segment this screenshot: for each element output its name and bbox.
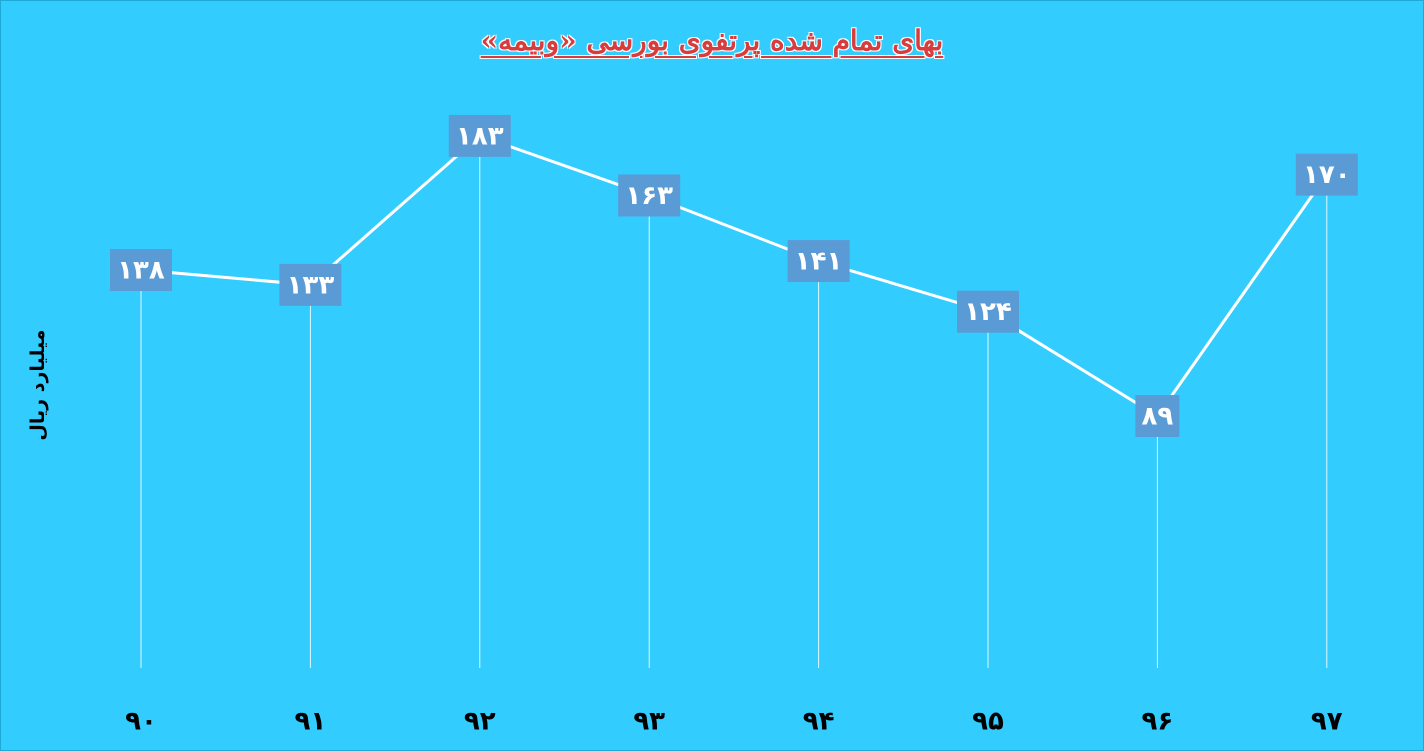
x-tick-label: ۹۰ [125, 707, 157, 737]
data-label-box [1135, 395, 1180, 438]
data-label: ۱۸۳ [448, 114, 511, 157]
x-tick-label: ۹۲ [464, 707, 496, 737]
data-label-text: ۸۹ [1142, 402, 1174, 432]
data-label-text: ۱۳۳ [287, 270, 335, 300]
data-label-box [279, 263, 342, 306]
series-line [140, 134, 1329, 419]
data-label-box [618, 174, 681, 217]
data-label-box [110, 249, 172, 291]
data-label-text: ۱۴۱ [795, 247, 843, 277]
data-label: ۱۷۰ [1295, 153, 1358, 196]
data-label: ۸۹ [1135, 395, 1180, 438]
data-label: ۱۴۱ [787, 240, 850, 283]
chart-title: بهای تمام شده پرتفوی بورسی «وبیمه» [480, 24, 944, 57]
x-tick-label: ۹۴ [803, 707, 835, 737]
data-label-box [1295, 153, 1358, 196]
data-label-text: ۱۲۴ [964, 297, 1012, 327]
data-label: ۱۳۸ [110, 249, 172, 291]
x-tick-label: ۹۷ [1311, 707, 1343, 737]
x-tick-label: ۹۶ [1142, 707, 1174, 737]
data-label-text: ۱۸۳ [456, 121, 504, 151]
drop-lines [140, 135, 1328, 668]
data-label-box [448, 114, 511, 157]
data-labels: ۱۳۸ ۱۳۳ ۱۸۳ ۱۶۳ ۱۴۱ ۱۲۴ ۸۹ ۱۷۰ [110, 114, 1358, 438]
data-label-box [957, 290, 1019, 333]
data-label-text: ۱۶۳ [625, 181, 673, 211]
x-tick-label: ۹۱ [295, 707, 327, 737]
x-tick-label: ۹۳ [633, 707, 665, 737]
data-label: ۱۳۳ [279, 263, 342, 306]
data-label-text: ۱۳۸ [117, 256, 165, 286]
data-label-box [787, 240, 850, 283]
data-label-text: ۱۷۰ [1303, 160, 1351, 190]
data-label: ۱۶۳ [618, 174, 681, 217]
x-axis-ticks: ۹۰ ۹۱ ۹۲ ۹۳ ۹۴ ۹۵ ۹۶ ۹۷ [125, 707, 1343, 737]
data-label: ۱۲۴ [957, 290, 1019, 333]
x-tick-label: ۹۵ [972, 707, 1004, 737]
